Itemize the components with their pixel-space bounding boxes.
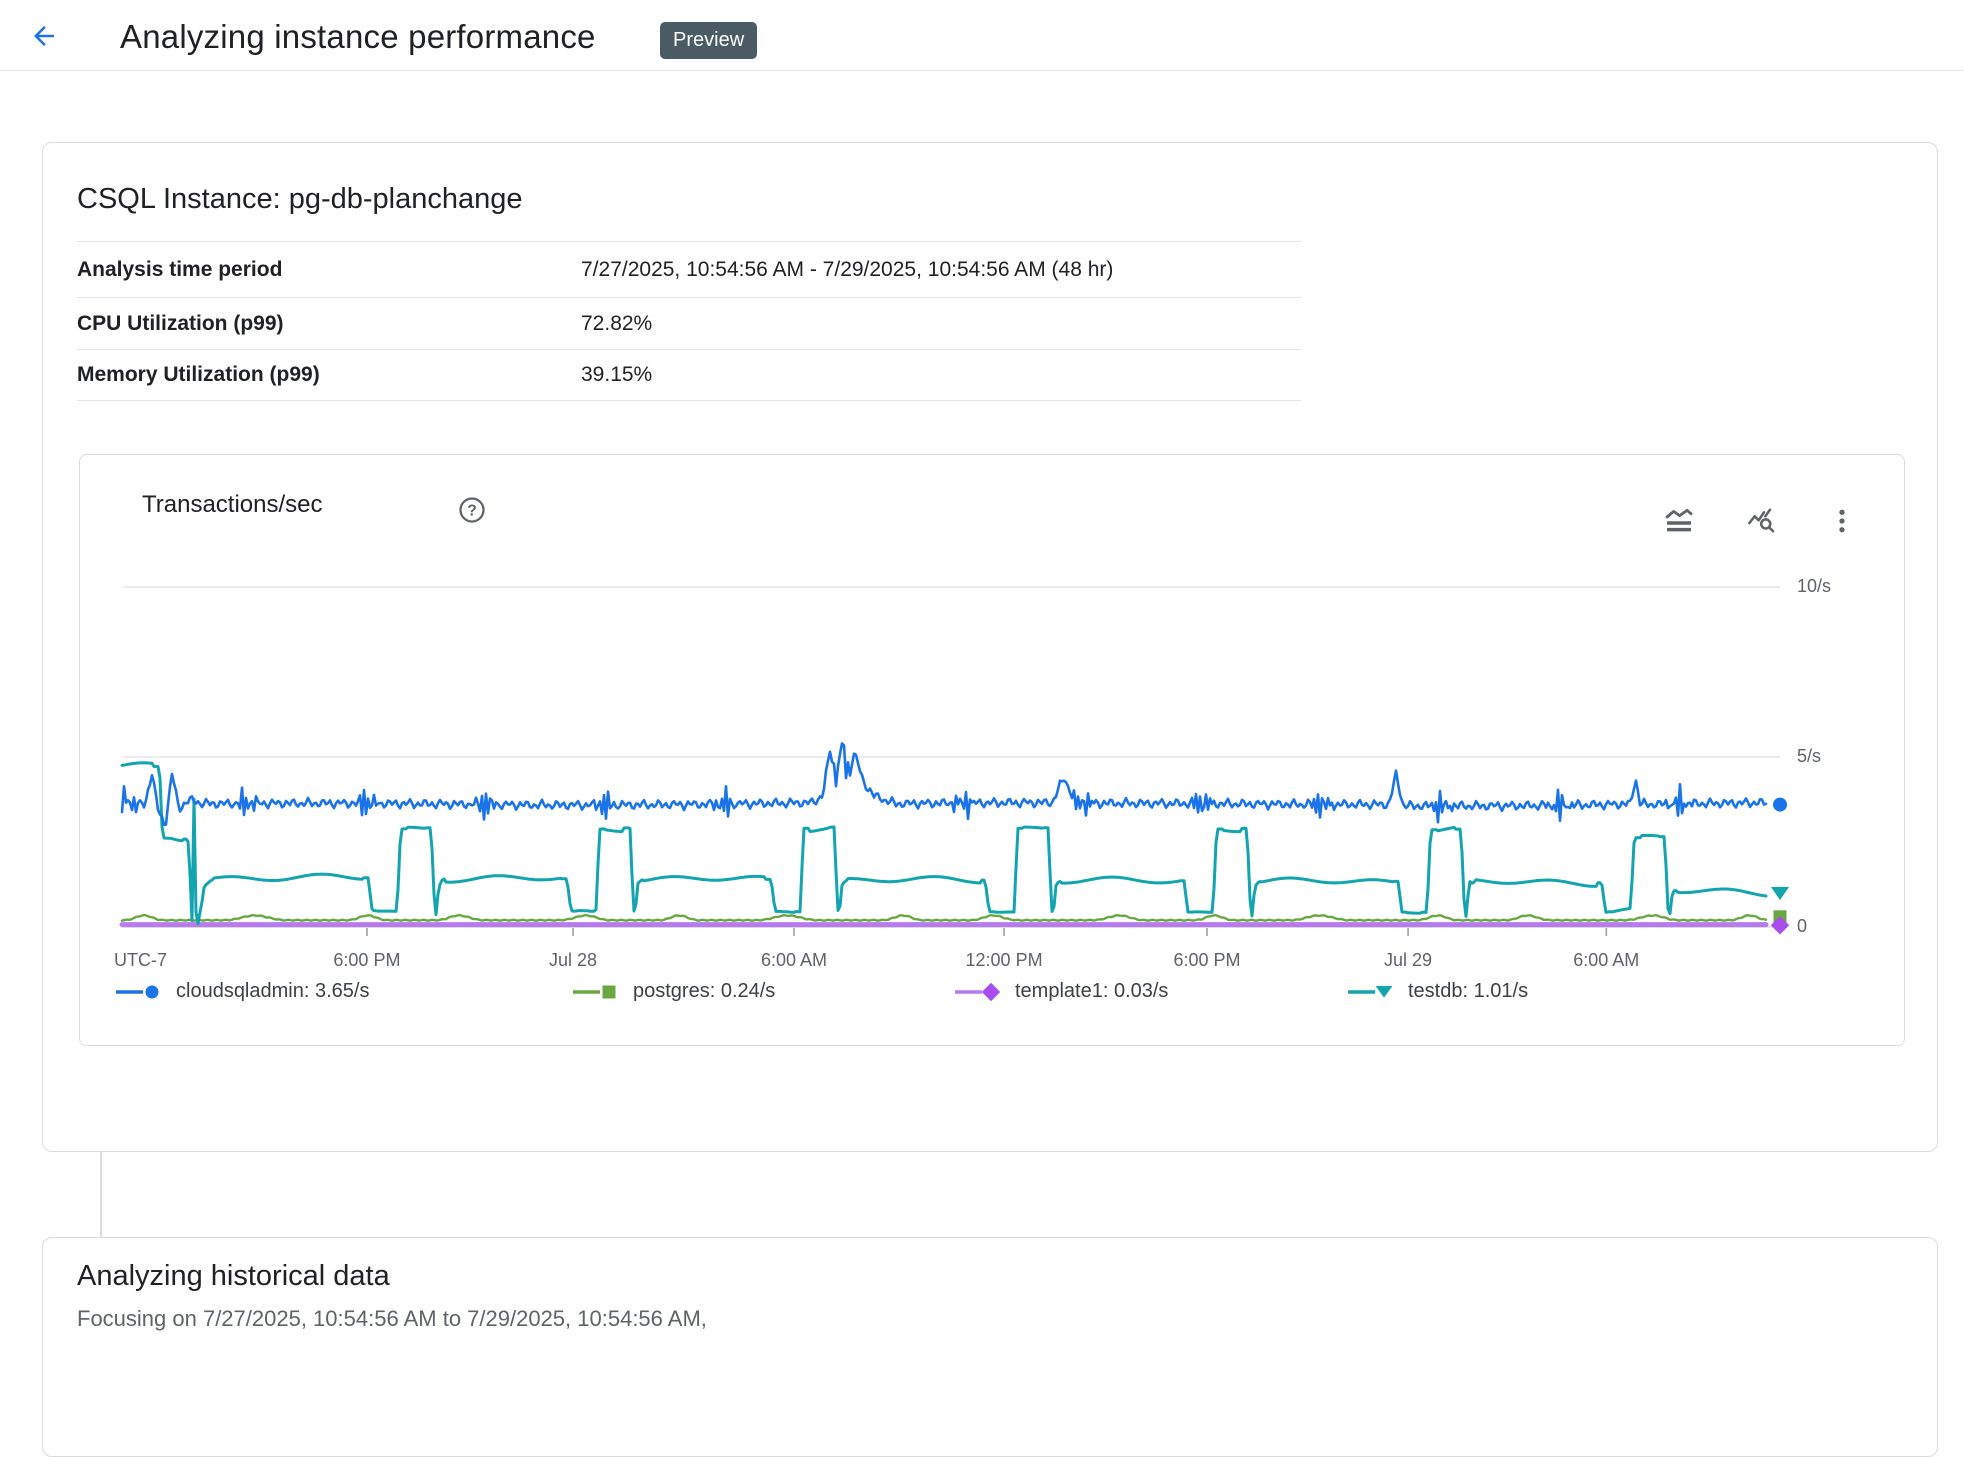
history-card-title: Analyzing historical data [77, 1260, 390, 1292]
legend-item-postgres[interactable]: postgres: 0.24/s [572, 980, 775, 1003]
transactions-line-chart[interactable] [119, 557, 1822, 937]
chart-title: Transactions/sec [142, 491, 323, 518]
transactions-chart-card: Transactions/sec ? [79, 454, 1905, 1046]
area-chart-icon [1665, 508, 1693, 532]
marker-cloudsqladmin [1773, 797, 1787, 812]
instance-card-title: CSQL Instance: pg-db-planchange [77, 183, 523, 215]
explore-chart-icon [1748, 508, 1775, 533]
legend-item-cloudsqladmin[interactable]: cloudsqladmin: 3.65/s [115, 980, 369, 1003]
legend-label: testdb: 1.01/s [1408, 980, 1529, 1002]
arrow-back-icon [34, 26, 54, 46]
back-button[interactable] [28, 20, 60, 52]
explore-chart-button[interactable] [1744, 503, 1780, 539]
legend-item-template1[interactable]: template1: 0.03/s [954, 980, 1168, 1003]
y-tick-label: 5/s [1797, 746, 1822, 766]
x-tick-label: 6:00 PM [333, 950, 401, 970]
page-title: Analyzing instance performance [120, 18, 596, 55]
table-row: Analysis time period 7/27/2025, 10:54:56… [77, 241, 1301, 297]
app-header: Analyzing instance performance Preview [0, 0, 1964, 71]
table-row: CPU Utilization (p99) 72.82% [77, 297, 1301, 349]
preview-badge: Preview [660, 22, 758, 59]
x-tick-label: 6:00 AM [760, 950, 827, 970]
legend-label: template1: 0.03/s [1015, 980, 1169, 1002]
instance-summary-card: CSQL Instance: pg-db-planchange Analysis… [42, 142, 1938, 1152]
row-label: Analysis time period [77, 257, 283, 281]
history-card-subtitle: Focusing on 7/27/2025, 10:54:56 AM to 7/… [77, 1306, 707, 1331]
marker-testdb [1771, 887, 1789, 900]
legend-marker-triangle-down-icon [1348, 985, 1393, 997]
step-connector-line [100, 1152, 102, 1237]
area-chart-toggle-button[interactable] [1661, 503, 1697, 539]
legend-label: postgres: 0.24/s [633, 980, 776, 1002]
row-value: 39.15% [581, 363, 653, 386]
svg-text:?: ? [467, 502, 477, 519]
row-value: 7/27/2025, 10:54:56 AM - 7/29/2025, 10:5… [581, 257, 1114, 281]
x-tick-label: Jul 28 [549, 950, 598, 970]
series-cloudsqladmin [120, 742, 1768, 827]
legend-marker-circle-icon [116, 985, 159, 998]
x-tick-label: 12:00 PM [965, 950, 1043, 970]
legend-item-testdb[interactable]: testdb: 1.01/s [1347, 980, 1528, 1003]
series-postgres [120, 913, 1768, 922]
chart-more-menu-button[interactable] [1824, 503, 1860, 539]
marker-template1 [1770, 916, 1790, 935]
legend-label: cloudsqladmin: 3.65/s [176, 980, 370, 1002]
instance-summary-table: Analysis time period 7/27/2025, 10:54:56… [77, 241, 1301, 401]
x-tick-label: 6:00 AM [1573, 950, 1640, 970]
legend-marker-diamond-icon [955, 982, 1001, 1001]
chart-legend: cloudsqladmin: 3.65/s postgres: 0.24/s tem… [80, 980, 1904, 1010]
table-row: Memory Utilization (p99) 39.15% [77, 349, 1301, 401]
y-tick-label: 0 [1797, 916, 1808, 936]
x-tick-label: 6:00 PM [1173, 950, 1241, 970]
y-tick-label: 10/s [1797, 576, 1832, 596]
timezone-label: UTC-7 [114, 950, 167, 970]
legend-marker-square-icon [573, 985, 616, 998]
help-icon[interactable]: ? [457, 495, 487, 525]
row-label: Memory Utilization (p99) [77, 363, 320, 386]
more-vert-icon [1839, 509, 1845, 533]
series-testdb [120, 761, 1768, 925]
x-tick-label: Jul 29 [1384, 950, 1433, 970]
row-label: CPU Utilization (p99) [77, 311, 284, 335]
row-value: 72.82% [581, 311, 653, 335]
historical-data-card: Analyzing historical data Focusing on 7/… [42, 1237, 1938, 1457]
